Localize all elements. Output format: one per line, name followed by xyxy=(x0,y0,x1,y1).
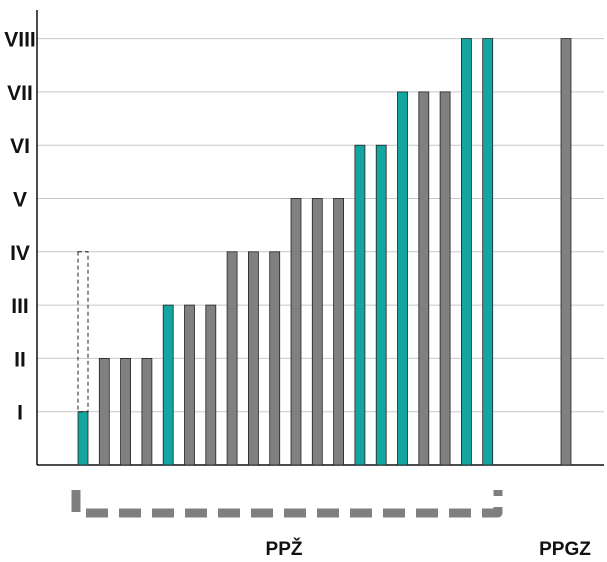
bar xyxy=(120,357,131,466)
bar xyxy=(247,251,259,466)
bar xyxy=(290,198,302,466)
y-tick-label: V xyxy=(13,189,27,212)
y-tick-label: VII xyxy=(7,82,33,105)
bar xyxy=(460,38,472,466)
bar xyxy=(354,144,366,466)
bar xyxy=(418,91,430,466)
bar xyxy=(184,304,195,466)
group-bracket xyxy=(71,490,503,518)
bar xyxy=(333,198,345,466)
group-label: PPŽ xyxy=(266,538,303,560)
y-tick-label: III xyxy=(11,295,29,318)
y-tick-label: I xyxy=(17,402,23,425)
bar xyxy=(205,304,217,466)
bar xyxy=(439,91,451,466)
bar xyxy=(162,304,174,466)
y-tick-label: VIII xyxy=(4,29,36,52)
y-tick-label: II xyxy=(14,348,26,371)
y-tick-label: VI xyxy=(10,135,30,158)
bar-dashed-extension xyxy=(77,251,89,413)
bar xyxy=(560,38,572,466)
group-bracket-line xyxy=(71,490,503,518)
bar xyxy=(77,411,89,466)
bars xyxy=(77,38,572,466)
bar xyxy=(397,91,408,466)
y-tick-label: IV xyxy=(10,242,30,265)
bar xyxy=(482,38,494,466)
bar xyxy=(141,357,153,466)
bar xyxy=(98,357,110,466)
bar xyxy=(311,198,323,466)
group-labels: PPŽ PPGZ xyxy=(266,538,592,560)
bar xyxy=(226,251,238,466)
bar xyxy=(375,144,387,466)
bar xyxy=(269,251,281,466)
group-label: PPGZ xyxy=(539,539,591,560)
